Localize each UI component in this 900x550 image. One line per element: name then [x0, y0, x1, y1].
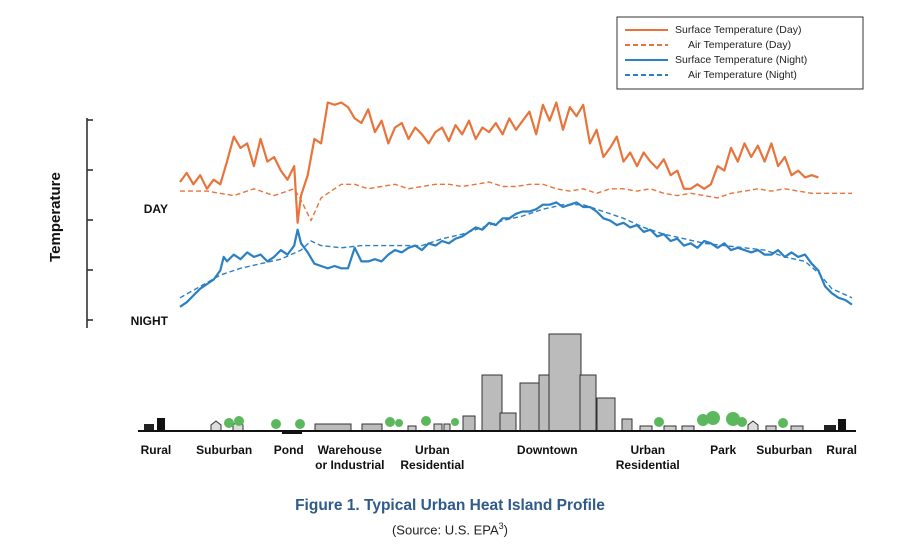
zone-label: Urban Residential	[400, 443, 464, 472]
tree-icon	[726, 412, 740, 426]
legend-label: Air Temperature (Night)	[688, 69, 797, 81]
zone-label-line: Residential	[616, 458, 680, 472]
source-superscript: 3	[498, 521, 504, 531]
tree-icon	[385, 417, 395, 427]
downtown-building	[499, 412, 517, 432]
legend-label: Surface Temperature (Night)	[675, 54, 807, 66]
series-line-air-temperature-night	[179, 204, 853, 299]
zone-label-line: Urban	[630, 443, 665, 457]
series-line-air-temperature-day	[180, 181, 852, 222]
building	[621, 418, 633, 432]
zone-label: Warehouse or Industrial	[315, 443, 384, 472]
downtown-building	[481, 374, 503, 432]
zone-label-line: Pond	[274, 443, 304, 457]
house	[443, 423, 451, 432]
zone-label: Pond	[274, 443, 304, 457]
tree-icon	[697, 414, 709, 426]
y-axis	[86, 118, 93, 328]
downtown-building	[579, 374, 597, 432]
figure-caption: Figure 1. Typical Urban Heat Island Prof…	[0, 497, 900, 515]
source-text: (Source: U.S. EPA	[391, 522, 499, 538]
night-marker-label: NIGHT	[131, 314, 169, 328]
tree-icon	[654, 417, 664, 427]
tree-icon	[224, 418, 234, 428]
zone-label: Downtown	[517, 443, 578, 457]
series-line-surface-temperature-night	[179, 201, 853, 308]
figure-label: Figure 1.	[295, 497, 360, 514]
tree-icon	[421, 416, 431, 426]
rural-silo	[838, 419, 846, 431]
tree-icon	[271, 419, 281, 429]
tree-icon	[295, 419, 305, 429]
y-axis-label: Temperature	[47, 172, 64, 262]
zone-label-line: Residential	[400, 458, 464, 472]
house	[433, 423, 443, 432]
zone-label: Rural	[141, 443, 172, 457]
legend-label: Air Temperature (Day)	[688, 39, 791, 51]
day-marker-label: DAY	[144, 202, 168, 216]
tree-icon	[737, 417, 747, 427]
zone-label-line: Park	[710, 443, 736, 457]
building	[462, 415, 476, 432]
legend-label: Surface Temperature (Day)	[675, 24, 801, 36]
legend: Surface Temperature (Day) Air Temperature…	[616, 16, 864, 90]
series-line-surface-temperature-day	[179, 101, 819, 224]
rural-house	[824, 425, 836, 431]
suburban-house	[210, 420, 222, 432]
chart-title: Typical Urban Heat Island Profile	[364, 497, 605, 514]
zone-label: Suburban	[756, 443, 812, 457]
zone-label-line: Suburban	[756, 443, 812, 457]
source-close: )	[503, 522, 509, 538]
series-lines	[179, 101, 853, 308]
rural-house	[144, 424, 154, 431]
downtown-tower	[548, 333, 582, 432]
downtown-building	[519, 382, 541, 432]
zone-labels: Rural Suburban Pond Warehouse or Industrial U…	[141, 443, 857, 472]
zone-label-line: Urban	[415, 443, 450, 457]
tree-icon	[234, 416, 244, 426]
pond-shape	[282, 431, 302, 434]
zone-label: Suburban	[196, 443, 252, 457]
zone-label: Rural	[826, 443, 857, 457]
downtown-building	[596, 397, 616, 432]
tree-icon	[451, 418, 459, 426]
rural-silo	[157, 418, 165, 431]
warehouse-building	[314, 423, 352, 432]
zone-label-line: Suburban	[196, 443, 252, 457]
figure-source: (Source: U.S. EPA3)	[0, 521, 900, 537]
zone-label-line: Warehouse	[318, 443, 383, 457]
zone-label-line: Rural	[826, 443, 857, 457]
land-use-illustration	[138, 333, 856, 434]
zone-label-line: Downtown	[517, 443, 578, 457]
tree-icon	[395, 419, 403, 427]
zone-label: Park	[710, 443, 736, 457]
zone-label-line: Rural	[141, 443, 172, 457]
tree-icon	[778, 418, 788, 428]
warehouse-building	[361, 423, 383, 432]
suburban-house	[747, 420, 759, 432]
zone-label-line: or Industrial	[315, 458, 384, 472]
zone-label: Urban Residential	[616, 443, 680, 472]
tree-icon	[706, 411, 720, 425]
